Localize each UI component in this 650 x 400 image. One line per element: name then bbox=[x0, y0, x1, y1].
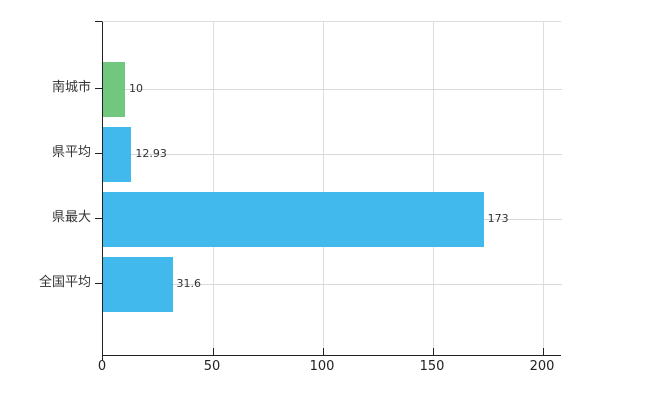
x-axis-tick bbox=[323, 348, 324, 355]
y-axis-tick bbox=[95, 153, 102, 154]
y-axis-tick bbox=[95, 218, 102, 219]
category-label: 県最大 bbox=[51, 210, 91, 225]
y-axis-tick bbox=[95, 283, 102, 284]
category-label: 県平均 bbox=[51, 145, 91, 160]
bar-県最大[interactable] bbox=[103, 191, 484, 247]
x-gridline bbox=[433, 22, 434, 355]
category-label: 南城市 bbox=[51, 80, 91, 95]
bar-value-label: 173 bbox=[487, 212, 509, 225]
y-axis-top-tick bbox=[95, 21, 102, 22]
x-gridline bbox=[543, 22, 544, 355]
bar-value-label: 12.93 bbox=[135, 147, 167, 160]
x-axis-tick-label: 100 bbox=[309, 359, 335, 374]
bar-県平均[interactable] bbox=[103, 126, 132, 182]
x-gridline bbox=[323, 22, 324, 355]
y-gridline bbox=[103, 154, 562, 155]
x-gridline bbox=[213, 22, 214, 355]
bar-全国平均[interactable] bbox=[103, 256, 173, 312]
x-axis-tick-label: 0 bbox=[97, 359, 107, 374]
x-axis-tick-label: 50 bbox=[203, 359, 221, 374]
y-gridline bbox=[103, 89, 562, 90]
bar-value-label: 31.6 bbox=[176, 277, 202, 290]
category-label: 全国平均 bbox=[38, 275, 91, 290]
x-axis-tick bbox=[543, 348, 544, 355]
x-axis-tick bbox=[433, 348, 434, 355]
x-axis-tick-label: 200 bbox=[529, 359, 555, 374]
bar-value-label: 10 bbox=[129, 82, 143, 95]
x-axis-tick-label: 150 bbox=[419, 359, 445, 374]
y-axis-zero-tick bbox=[102, 355, 103, 361]
y-axis-tick bbox=[95, 88, 102, 89]
plot-area: 10 12.93 173 31.6 bbox=[102, 21, 562, 356]
bar-南城市[interactable] bbox=[103, 61, 125, 117]
y-gridline bbox=[103, 284, 562, 285]
x-axis-tick bbox=[213, 348, 214, 355]
